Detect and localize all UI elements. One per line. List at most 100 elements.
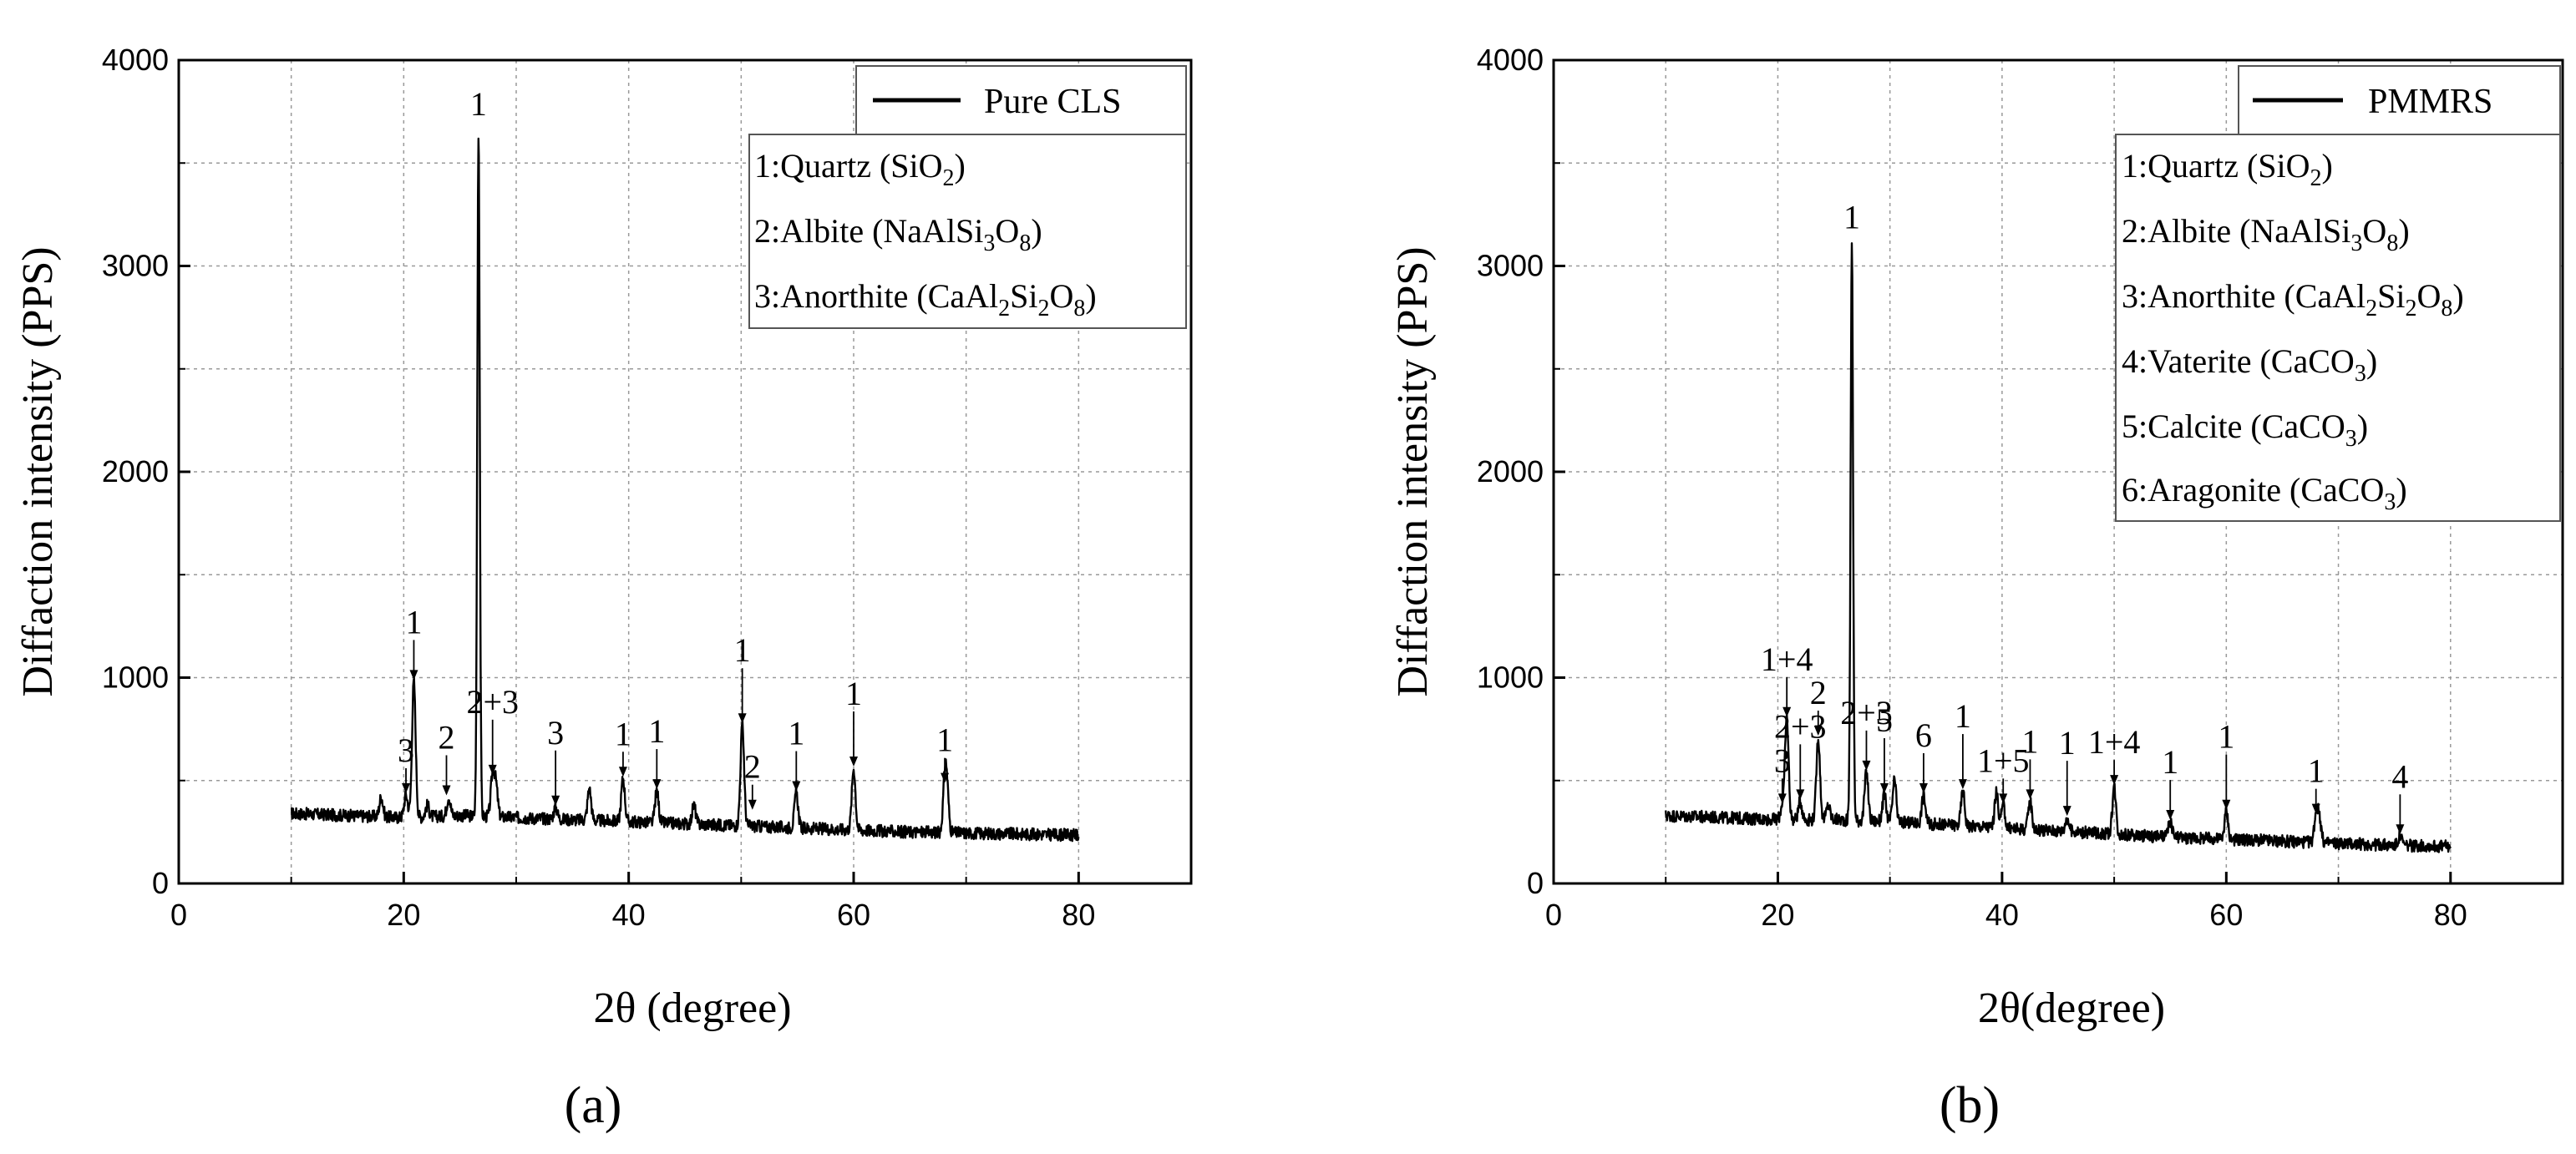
- y-tick-label: 4000: [1477, 43, 1544, 77]
- legend-entry-b-5: 5:Calcite (CaCO3): [2122, 407, 2368, 452]
- peak-label: 2+3: [466, 683, 519, 721]
- annotation-arrowhead: [1879, 783, 1889, 794]
- peak-label: 1: [2308, 752, 2325, 790]
- x-tick-label: 40: [612, 898, 646, 932]
- annotation-arrowhead: [2396, 824, 2405, 835]
- annotation-arrowhead: [1813, 725, 1823, 736]
- legend-entry-b-2: 2:Albite (NaAlSi3O8): [2122, 212, 2410, 256]
- peak-label: 1: [2059, 724, 2076, 762]
- legend-entry-a-3: 3:Anorthite (CaAl2Si2O8): [754, 277, 1097, 321]
- annotation-arrowhead: [488, 764, 497, 775]
- plot-frame-b: [1552, 58, 2564, 885]
- legend-series-label-b: PMMRS: [2368, 83, 2492, 121]
- peak-label: 2: [439, 718, 455, 756]
- xrd-pattern-line: [290, 137, 1080, 843]
- y-tick-label: 2000: [1477, 454, 1544, 488]
- series-pure-cls: [290, 137, 1080, 843]
- legend-entry-b-3: 3:Anorthite (CaAl2Si2O8): [2122, 277, 2464, 321]
- legend-entry-a-2: 2:Albite (NaAlSi3O8): [754, 212, 1042, 256]
- series-pmmrs: [1665, 242, 2452, 853]
- y-axis-label-b: Diffaction intensity (PPS): [1389, 246, 1437, 696]
- annotation-arrowhead: [2026, 789, 2035, 800]
- peak-label: 3: [1774, 741, 1791, 779]
- annotation-arrowhead: [738, 713, 747, 724]
- annotation-arrowhead: [2311, 803, 2320, 814]
- annotation-arrowhead: [1919, 783, 1928, 794]
- annotation-arrowhead: [849, 756, 858, 767]
- peak-label: 1+5: [1977, 741, 2030, 779]
- legend-entry-a-1: 1:Quartz (SiO2): [754, 147, 966, 191]
- y-tick-label: 0: [1527, 866, 1544, 900]
- annotation-arrowhead: [1796, 789, 1805, 800]
- x-tick-label: 60: [2209, 898, 2243, 932]
- x-tick-label: 20: [387, 898, 420, 932]
- y-axis-label-a: Diffaction intensity (PPS): [14, 246, 62, 696]
- peak-label: 1: [845, 675, 862, 712]
- peak-label: 1+4: [2088, 723, 2141, 761]
- x-tick-label: 20: [1761, 898, 1794, 932]
- plot-frame-a: [177, 58, 1193, 885]
- axis-ticks-a: 0 20 40 60 80 0 1000 2000 3000 4000: [102, 43, 1095, 932]
- peak-label: 1: [615, 715, 631, 752]
- legend-phase-box-b: [2115, 134, 2561, 522]
- annotation-arrowhead: [2166, 810, 2175, 821]
- peak-label: 1: [2218, 718, 2234, 756]
- annotation-arrowhead: [409, 670, 418, 681]
- peak-label: 1: [648, 712, 665, 750]
- peak-label: 1: [2021, 722, 2038, 760]
- x-tick-label: 0: [170, 898, 187, 932]
- x-axis-label-a: 2θ (degree): [593, 984, 791, 1032]
- y-tick-label: 3000: [1477, 249, 1544, 283]
- annotation-arrowhead: [551, 795, 560, 806]
- annotation-arrowhead: [2110, 775, 2119, 786]
- x-tick-label: 80: [1062, 898, 1095, 932]
- peak-label: 5: [1876, 701, 1893, 739]
- annotation-arrowhead: [941, 772, 950, 783]
- peak-label: 1: [936, 721, 953, 759]
- x-axis-label-b: 2θ(degree): [1978, 984, 2165, 1032]
- caption-b: (b): [1940, 1077, 2000, 1134]
- peak-label: 1+4: [1761, 640, 1813, 678]
- peak-label: 1: [1843, 198, 1860, 235]
- y-tick-label: 4000: [102, 43, 169, 77]
- x-tick-label: 40: [1985, 898, 2019, 932]
- annotation-arrowhead: [792, 781, 801, 792]
- peak-label: 3: [547, 714, 564, 752]
- peak-label: 2+3: [1840, 694, 1893, 731]
- legend-entry-b-6: 6:Aragonite (CaCO3): [2122, 471, 2407, 515]
- peak-label: 2: [1810, 674, 1827, 711]
- y-tick-label: 0: [152, 866, 169, 900]
- y-tick-label: 1000: [1477, 661, 1544, 695]
- legend-entry-b-1: 1:Quartz (SiO2): [2122, 147, 2333, 191]
- annotation-arrowhead: [652, 779, 662, 790]
- annotation-arrowhead: [1958, 779, 1967, 790]
- x-tick-label: 80: [2434, 898, 2467, 932]
- peak-label: 6: [1915, 716, 1932, 754]
- annotation-arrowhead: [1999, 793, 2008, 804]
- annotation-arrowhead: [1862, 760, 1871, 771]
- annotation-arrowhead: [748, 799, 757, 810]
- y-tick-label: 3000: [102, 249, 169, 283]
- legend-a: Pure CLS 1:Quartz (SiO2) 2:Albite (NaAlS…: [748, 65, 1187, 329]
- peak-label: 1: [470, 85, 487, 123]
- peak-label: 1: [734, 631, 751, 669]
- legend-series-label-a: Pure CLS: [984, 83, 1122, 121]
- peak-label: 1: [1955, 697, 1971, 735]
- legend-b: PMMRS 1:Quartz (SiO2) 2:Albite (NaAlSi3O…: [2115, 65, 2561, 522]
- annotation-arrowhead: [1782, 706, 1792, 717]
- caption-a: (a): [565, 1077, 622, 1134]
- peak-label: 1: [2162, 743, 2178, 781]
- annotation-arrowhead: [442, 785, 451, 796]
- peak-label: 3: [398, 731, 414, 769]
- x-tick-label: 60: [837, 898, 870, 932]
- y-tick-label: 2000: [102, 454, 169, 488]
- peak-label: 4: [2391, 757, 2408, 795]
- annotation-arrowhead: [402, 783, 411, 794]
- annotation-arrowhead: [2222, 799, 2231, 810]
- annotation-arrowhead: [1777, 793, 1787, 804]
